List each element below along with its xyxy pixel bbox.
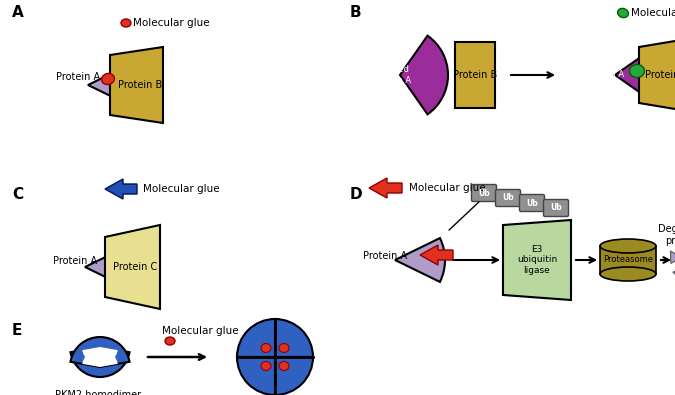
Wedge shape xyxy=(70,337,130,367)
Polygon shape xyxy=(503,220,571,300)
Text: D: D xyxy=(350,187,362,202)
Text: Proteasome: Proteasome xyxy=(603,256,653,265)
Text: Mutated
Protein A: Mutated Protein A xyxy=(586,59,624,79)
Text: Ub: Ub xyxy=(502,194,514,203)
Ellipse shape xyxy=(600,239,656,253)
FancyBboxPatch shape xyxy=(520,194,545,211)
Bar xyxy=(600,246,656,274)
Ellipse shape xyxy=(261,344,271,352)
Text: Protein C: Protein C xyxy=(113,262,157,272)
Text: C: C xyxy=(12,187,23,202)
Text: Molecular glue: Molecular glue xyxy=(631,8,675,18)
Text: Degraded
protein: Degraded protein xyxy=(658,224,675,246)
Text: A: A xyxy=(12,5,24,20)
Text: Protein A: Protein A xyxy=(53,256,97,266)
Polygon shape xyxy=(105,225,160,309)
Text: Molecular glue: Molecular glue xyxy=(162,326,239,336)
Polygon shape xyxy=(670,251,675,263)
Text: Protein B: Protein B xyxy=(645,70,675,80)
Text: PKM2 homodimer,
less active: PKM2 homodimer, less active xyxy=(55,390,144,395)
Ellipse shape xyxy=(261,361,271,371)
Ellipse shape xyxy=(618,8,628,18)
FancyBboxPatch shape xyxy=(543,199,568,216)
Ellipse shape xyxy=(165,337,175,345)
Text: B: B xyxy=(350,5,362,20)
Polygon shape xyxy=(673,268,675,280)
Polygon shape xyxy=(369,178,402,198)
FancyBboxPatch shape xyxy=(495,190,520,207)
Text: E3
ubiquitin
ligase: E3 ubiquitin ligase xyxy=(517,245,557,275)
Ellipse shape xyxy=(600,267,656,281)
Polygon shape xyxy=(455,42,495,108)
Text: Protein A: Protein A xyxy=(363,251,407,261)
Wedge shape xyxy=(70,347,130,377)
Text: Ub: Ub xyxy=(550,203,562,213)
Wedge shape xyxy=(275,357,313,395)
Ellipse shape xyxy=(121,19,131,27)
Wedge shape xyxy=(237,319,275,357)
Text: Protein B: Protein B xyxy=(118,80,162,90)
Text: Molecular glue: Molecular glue xyxy=(409,183,485,193)
Wedge shape xyxy=(615,47,663,103)
Text: Ub: Ub xyxy=(526,199,538,207)
Polygon shape xyxy=(639,39,675,111)
Text: E: E xyxy=(12,323,22,338)
Wedge shape xyxy=(395,238,445,282)
Text: Molecular glue: Molecular glue xyxy=(133,18,210,28)
Wedge shape xyxy=(400,36,448,114)
Ellipse shape xyxy=(630,64,645,77)
Polygon shape xyxy=(420,245,453,265)
Wedge shape xyxy=(82,349,117,367)
Text: Protein A: Protein A xyxy=(56,72,100,82)
Text: Mutated
Protein A: Mutated Protein A xyxy=(373,65,411,85)
Wedge shape xyxy=(82,347,117,365)
Text: Protein B: Protein B xyxy=(453,70,497,80)
Wedge shape xyxy=(85,244,137,290)
FancyBboxPatch shape xyxy=(472,184,497,201)
Ellipse shape xyxy=(279,361,289,371)
Polygon shape xyxy=(110,47,163,123)
Ellipse shape xyxy=(101,73,115,85)
Wedge shape xyxy=(88,61,143,109)
Ellipse shape xyxy=(279,344,289,352)
Polygon shape xyxy=(105,179,137,199)
Wedge shape xyxy=(275,319,313,357)
Wedge shape xyxy=(237,357,275,395)
Text: Molecular glue: Molecular glue xyxy=(143,184,219,194)
Text: Ub: Ub xyxy=(478,188,490,198)
